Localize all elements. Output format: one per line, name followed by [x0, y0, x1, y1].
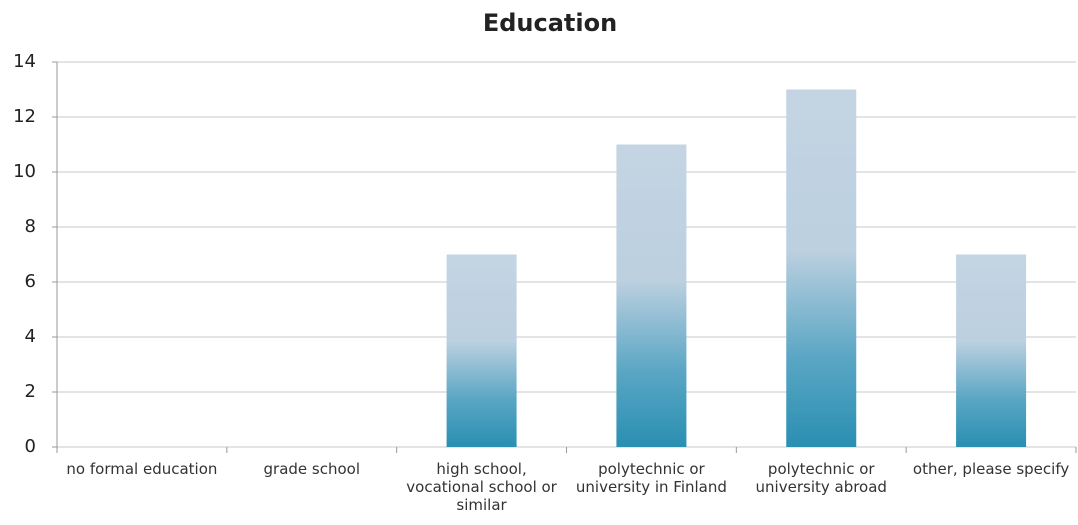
y-tick-label: 8	[25, 216, 36, 237]
y-tick-label: 10	[13, 161, 36, 182]
x-tick-label: high school, vocational school or simila…	[406, 460, 557, 514]
y-tick-label: 12	[13, 106, 36, 127]
x-tick-label: no formal education	[66, 460, 218, 478]
bar	[786, 89, 857, 447]
y-tick-label: 6	[25, 271, 36, 292]
x-tick-label: grade school	[263, 460, 361, 478]
bar	[616, 144, 687, 447]
y-tick-label: 14	[13, 51, 36, 72]
chart-title: Education	[483, 9, 617, 37]
x-tick-label: polytechnic or university abroad	[755, 460, 887, 496]
x-tick-label: polytechnic or university in Finland	[575, 460, 727, 496]
y-tick-label: 2	[25, 381, 36, 402]
bar	[956, 254, 1027, 447]
x-tick-label: other, please specify	[912, 460, 1070, 478]
y-tick-label: 4	[25, 326, 36, 347]
y-tick-label: 0	[25, 436, 36, 457]
bar	[446, 254, 517, 447]
